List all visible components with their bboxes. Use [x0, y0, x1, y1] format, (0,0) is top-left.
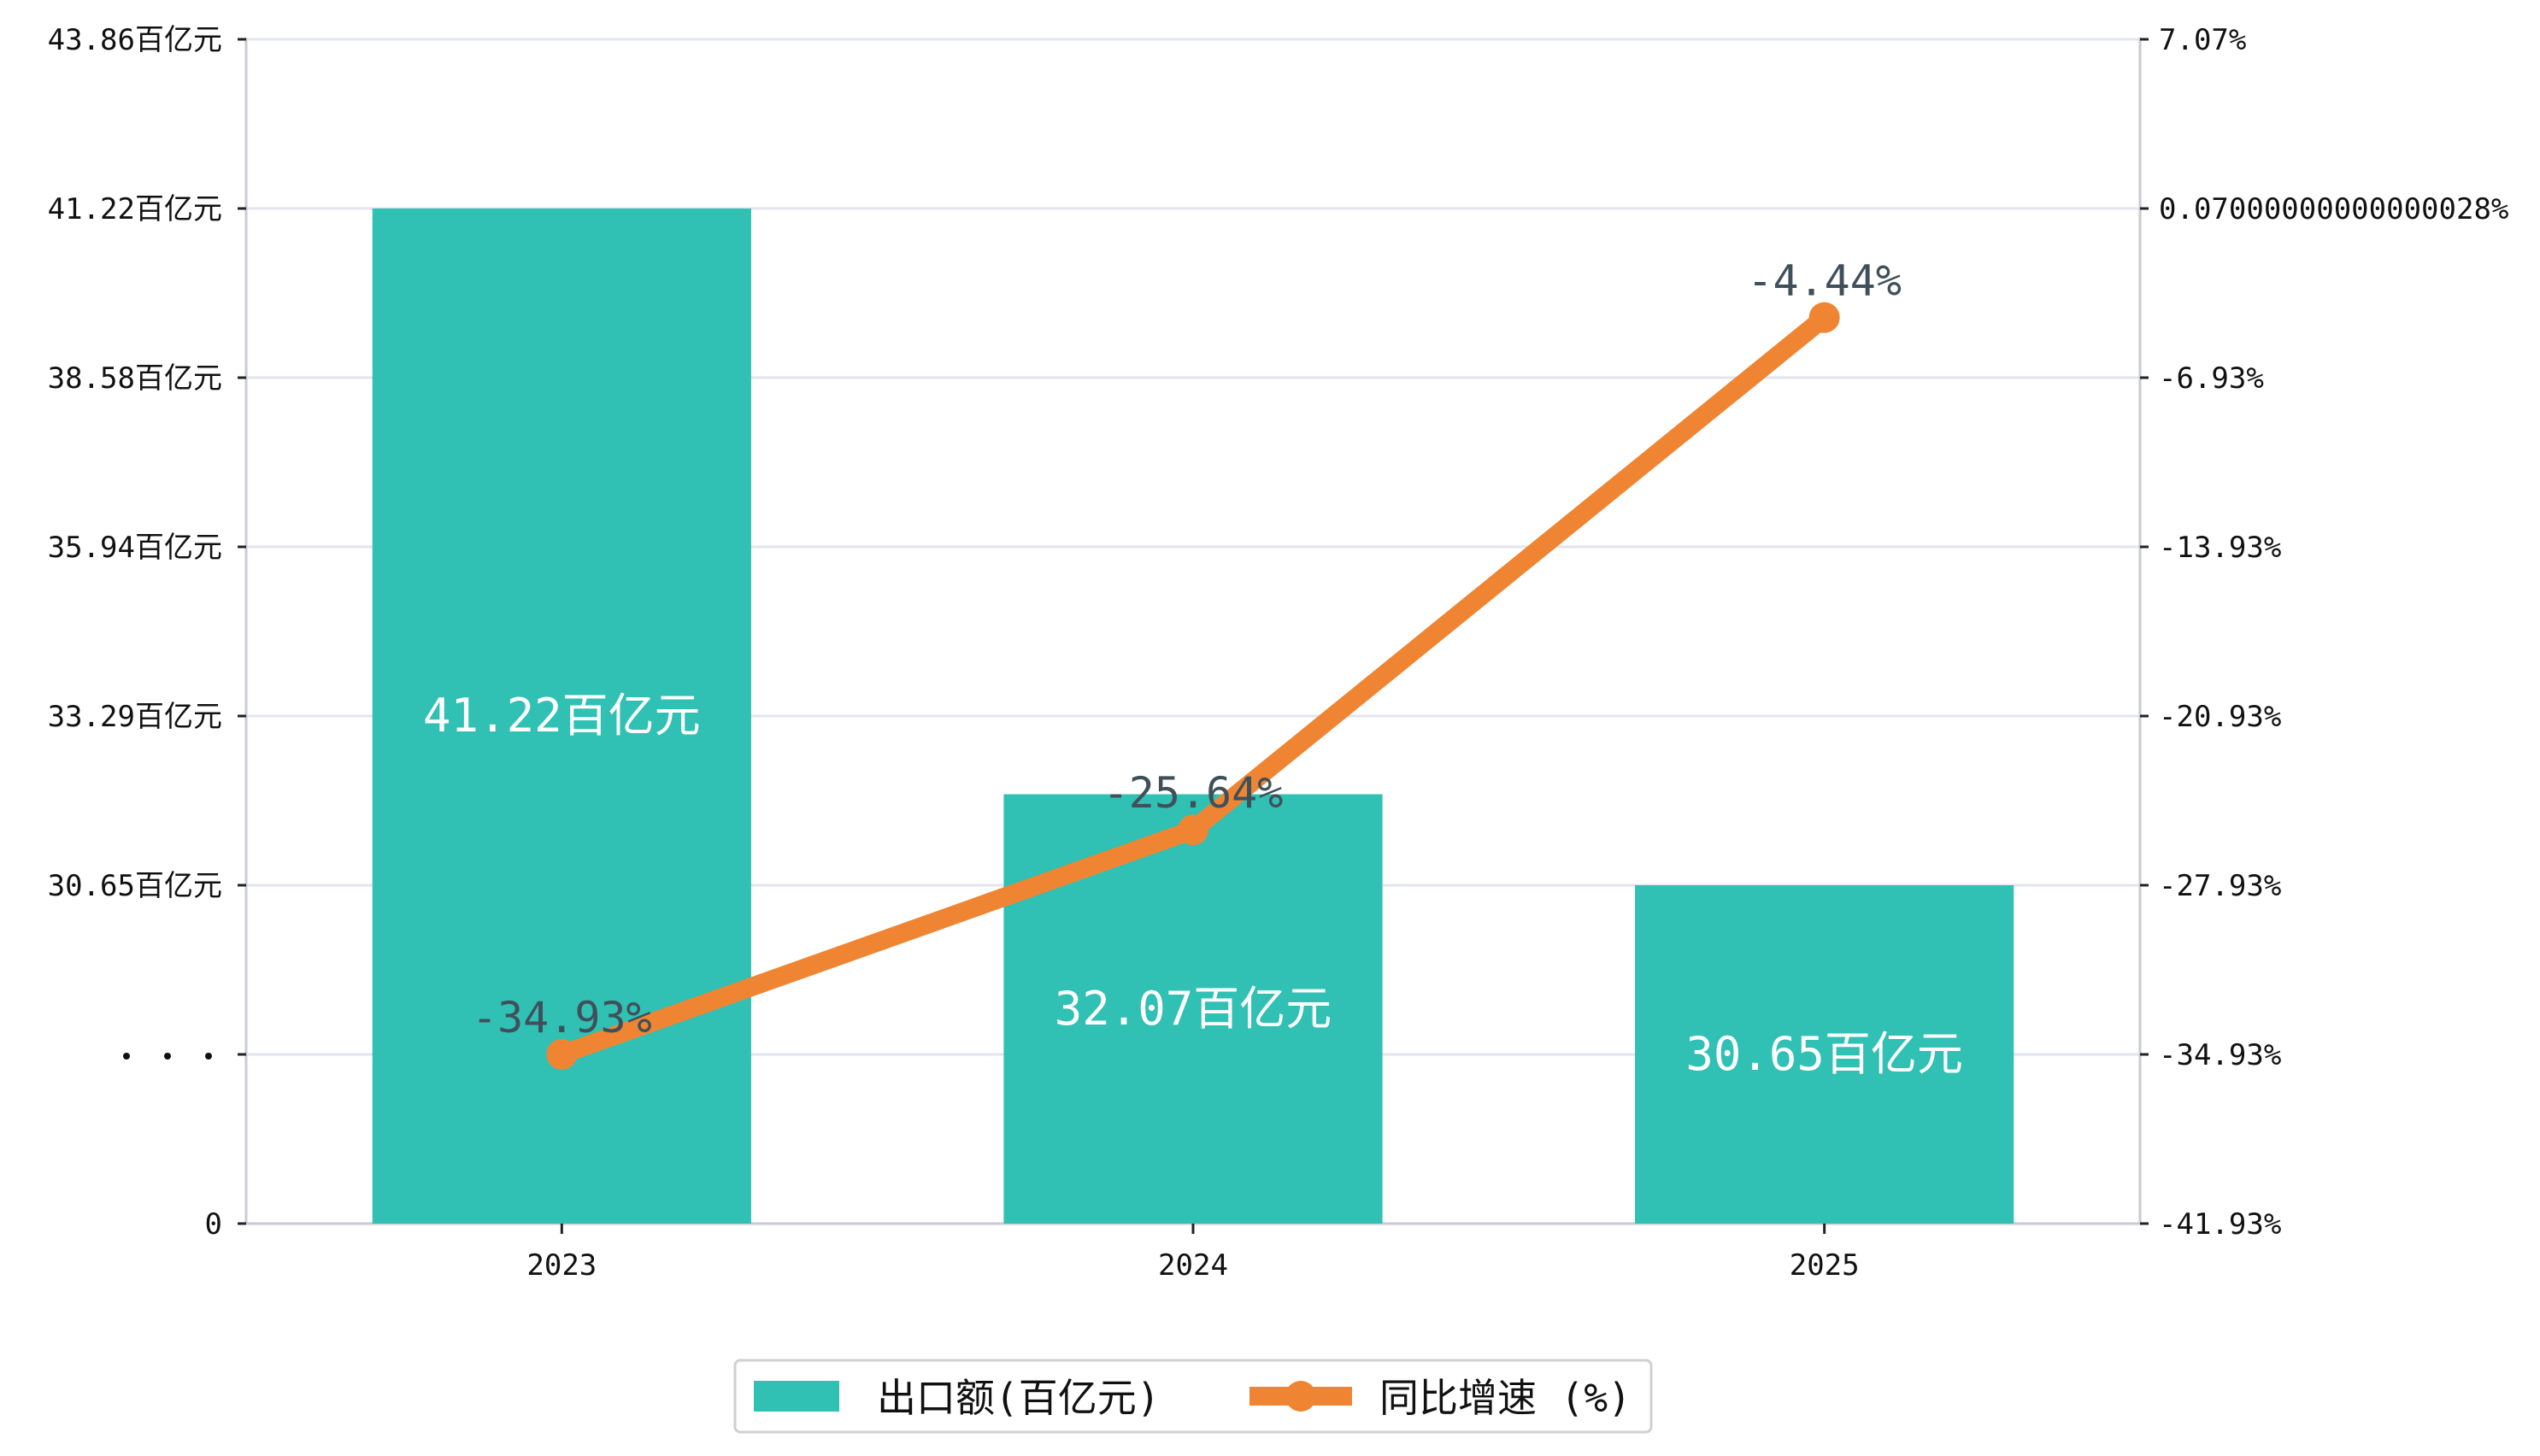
bar-value-label: 41.22百亿元: [423, 689, 701, 743]
left-tick-label: 38.58百亿元: [48, 361, 222, 396]
line-value-labels: -34.93% -25.64% -4.44%: [472, 256, 1902, 1042]
left-tick-label: 30.65百亿元: [48, 869, 222, 903]
right-tick-label: 7.07%: [2159, 23, 2246, 57]
left-tick-label: 43.86百亿元: [48, 23, 222, 57]
right-tick-label: -41.93%: [2159, 1207, 2281, 1242]
line-value-label: -25.64%: [1103, 768, 1284, 818]
right-tick-label: -13.93%: [2159, 531, 2281, 565]
right-tick-label: 0.07000000000000028%: [2159, 192, 2508, 226]
right-axis-ticks: -41.93% -34.93% -27.93% -20.93% -13.93% -6.93…: [2140, 23, 2508, 1242]
legend-bar-swatch: [754, 1381, 839, 1412]
x-tick-label: 2024: [1158, 1248, 1228, 1283]
bar-value-label: 30.65百亿元: [1685, 1027, 1963, 1081]
axis-break-dot: [123, 1053, 130, 1060]
line-marker: [1178, 814, 1208, 846]
axis-break-dot: [205, 1053, 212, 1060]
legend: 出口额(百亿元) 同比增速 (%): [733, 1359, 1653, 1434]
bar: [1635, 885, 2014, 1224]
line-value-label: -34.93%: [472, 993, 652, 1042]
legend-frame: [733, 1359, 1653, 1434]
line-series: [546, 302, 1840, 1070]
x-tick-label: 2023: [526, 1248, 597, 1283]
line-value-label: -4.44%: [1747, 256, 1902, 306]
line-marker: [1808, 302, 1840, 333]
right-tick-label: -27.93%: [2159, 869, 2281, 903]
right-tick-label: -34.93%: [2159, 1038, 2281, 1072]
legend-line-label: 同比增速 (%): [1379, 1375, 1632, 1421]
x-axis-ticks: 2023 2024 2025: [526, 1224, 1860, 1283]
bar-value-label: 32.07百亿元: [1055, 982, 1332, 1036]
left-tick-label: 0: [205, 1207, 222, 1242]
left-tick-label: 35.94百亿元: [48, 531, 222, 565]
bar-series: [372, 208, 2014, 1224]
left-axis-ticks: 0 30.65百亿元 33.29百亿元 35.94百亿元 38.58百亿元 41.22百亿…: [48, 23, 246, 1242]
line-marker: [546, 1039, 578, 1070]
right-tick-label: -6.93%: [2159, 361, 2264, 396]
legend-bar-label: 出口额(百亿元): [877, 1375, 1160, 1421]
right-tick-label: -20.93%: [2159, 700, 2281, 734]
left-tick-label: 33.29百亿元: [48, 700, 222, 734]
legend-line-marker: [1285, 1381, 1316, 1412]
axis-break-dot: [164, 1053, 171, 1060]
x-tick-label: 2025: [1790, 1248, 1860, 1283]
bar-value-labels: 41.22百亿元 32.07百亿元 30.65百亿元: [423, 689, 1963, 1081]
left-tick-label: 41.22百亿元: [48, 192, 222, 226]
